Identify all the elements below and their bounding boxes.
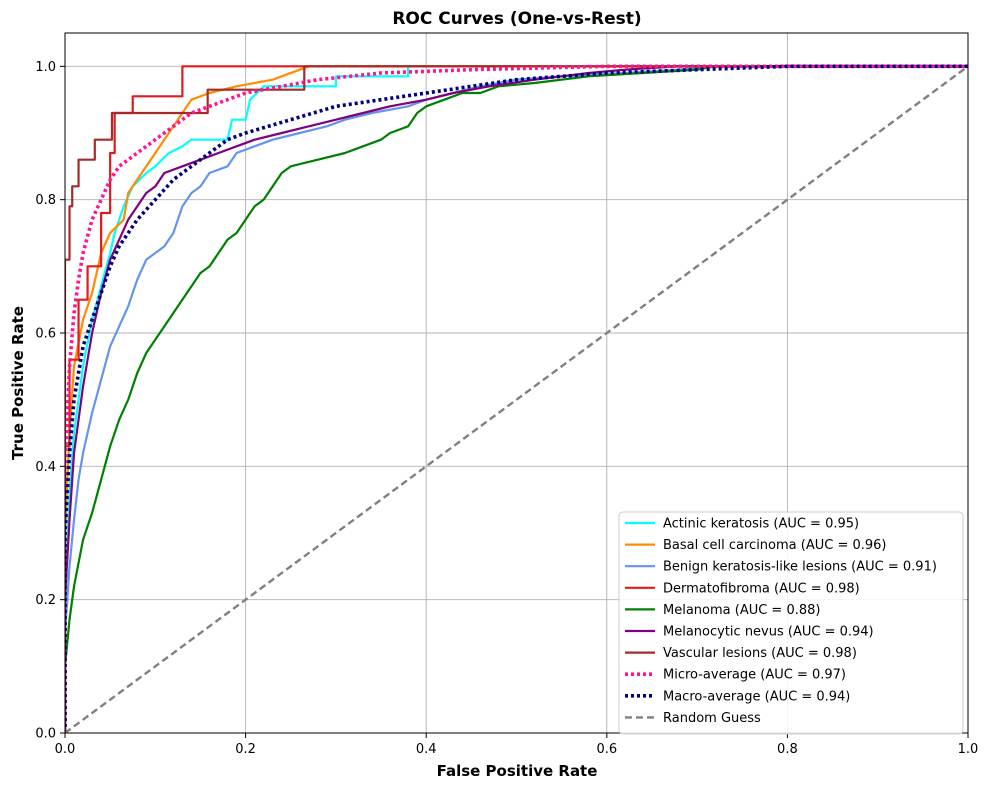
y-axis-label: True Positive Rate xyxy=(9,306,27,460)
legend-label: Micro-average (AUC = 0.97) xyxy=(663,668,846,683)
x-axis-ticks: 0.0 0.2 0.4 0.6 0.8 1.0 xyxy=(55,733,979,757)
series-line-6 xyxy=(65,65,968,733)
series-line-4 xyxy=(65,65,968,733)
legend-label: Macro-average (AUC = 0.94) xyxy=(663,689,850,704)
x-tick-label: 0.4 xyxy=(416,742,437,757)
plot-area xyxy=(65,64,968,733)
x-tick-label: 0.8 xyxy=(777,742,798,757)
legend-label: Benign keratosis-like lesions (AUC = 0.9… xyxy=(663,560,937,575)
legend: Actinic keratosis (AUC = 0.95) Basal cell… xyxy=(618,511,964,735)
y-tick-label: 0.8 xyxy=(35,193,56,208)
legend-label: Actinic keratosis (AUC = 0.95) xyxy=(663,517,859,532)
x-axis-label: False Positive Rate xyxy=(437,762,598,780)
y-tick-label: 0.2 xyxy=(35,593,56,608)
y-tick-label: 0.4 xyxy=(35,460,56,475)
legend-label: Random Guess xyxy=(663,711,761,726)
series-line-8 xyxy=(65,64,968,733)
x-tick-label: 1.0 xyxy=(958,742,979,757)
series-line-5 xyxy=(65,65,968,733)
series-line-1 xyxy=(65,65,968,733)
chart-title: ROC Curves (One-vs-Rest) xyxy=(392,9,641,29)
legend-box xyxy=(618,511,964,735)
y-tick-label: 0.0 xyxy=(35,727,56,742)
legend-label: Dermatofibroma (AUC = 0.98) xyxy=(663,581,860,596)
y-axis-ticks: 0.0 0.2 0.4 0.6 0.8 1.0 xyxy=(35,60,65,742)
series-lines xyxy=(65,64,968,733)
plot-frame xyxy=(64,32,969,734)
legend-label: Vascular lesions (AUC = 0.98) xyxy=(663,646,857,661)
series-line-9 xyxy=(65,65,968,733)
legend-label: Melanocytic nevus (AUC = 0.94) xyxy=(663,625,874,640)
legend-label: Basal cell carcinoma (AUC = 0.96) xyxy=(663,538,887,553)
x-tick-label: 0.0 xyxy=(55,742,76,757)
legend-label: Melanoma (AUC = 0.88) xyxy=(663,603,820,618)
series-line-0 xyxy=(65,65,968,733)
x-tick-label: 0.2 xyxy=(235,742,256,757)
grid xyxy=(64,33,969,734)
x-tick-label: 0.6 xyxy=(596,742,617,757)
y-tick-label: 1.0 xyxy=(35,60,56,75)
y-tick-label: 0.6 xyxy=(35,327,56,342)
